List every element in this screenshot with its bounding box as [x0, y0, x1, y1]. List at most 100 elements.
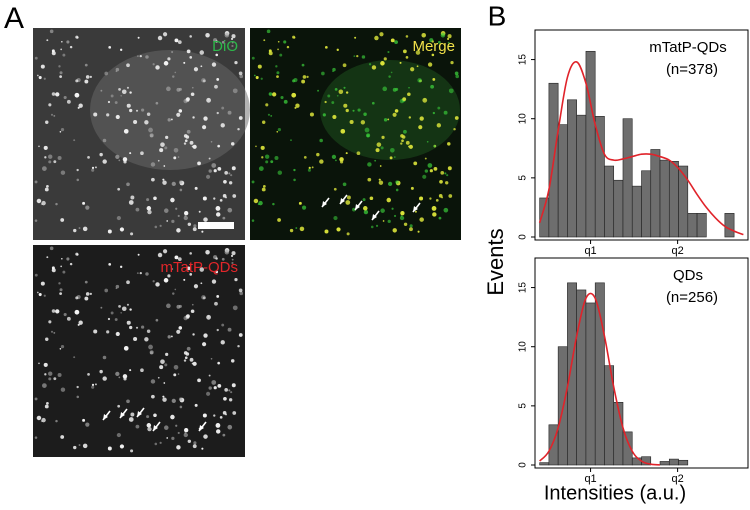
spot [146, 206, 152, 211]
spot [366, 133, 371, 138]
spot [116, 216, 121, 221]
spot [137, 253, 140, 256]
spot [198, 210, 201, 213]
spot [375, 148, 380, 153]
spot [258, 166, 264, 171]
spot [60, 48, 63, 51]
spot [215, 423, 221, 428]
spot [163, 382, 166, 384]
spot [364, 127, 370, 133]
spot [192, 144, 197, 149]
spot [277, 218, 281, 222]
spot [85, 422, 90, 427]
arrow-head [137, 411, 142, 417]
spot [239, 74, 244, 79]
spot [379, 32, 384, 37]
spot [184, 356, 188, 360]
bar [678, 165, 689, 238]
spot [283, 40, 287, 44]
x-axis-label: Intensities (a.u.) [544, 482, 686, 504]
spot [261, 120, 266, 124]
spot [40, 281, 45, 286]
spot [152, 63, 155, 66]
spot [448, 194, 453, 198]
spot [55, 202, 58, 206]
spot [361, 55, 366, 59]
spot [173, 373, 177, 377]
spot [51, 309, 56, 313]
spot [395, 87, 399, 91]
spot [42, 383, 47, 388]
spot [263, 39, 266, 42]
spot [219, 199, 223, 202]
spot [44, 156, 47, 159]
spot [293, 36, 296, 39]
spot [48, 103, 52, 107]
spot [221, 106, 225, 110]
spot [427, 163, 433, 168]
spot [177, 257, 182, 261]
spot [34, 56, 38, 60]
spot [118, 159, 121, 162]
spot [46, 184, 49, 188]
spot [431, 53, 435, 57]
spot [301, 63, 305, 67]
spot [66, 99, 71, 104]
spot [100, 306, 103, 309]
spot [126, 320, 131, 325]
spot [189, 56, 193, 59]
spot [59, 292, 63, 296]
spot [394, 40, 398, 44]
spot [216, 212, 221, 217]
spot [208, 169, 212, 173]
spot [222, 433, 226, 437]
spot [192, 227, 197, 232]
spot [176, 112, 181, 117]
spot [272, 202, 275, 206]
spot [108, 262, 112, 266]
spot [257, 64, 262, 69]
spot [376, 142, 382, 147]
spot [38, 362, 40, 365]
spot [324, 100, 327, 104]
spot [443, 110, 448, 115]
spot [264, 154, 270, 159]
spot [201, 230, 204, 233]
spot [178, 326, 183, 330]
spot [43, 294, 46, 297]
bar [604, 165, 615, 238]
spot [450, 60, 454, 65]
spot [380, 208, 385, 213]
spot [87, 156, 90, 159]
spot [332, 114, 337, 120]
spot [211, 279, 217, 284]
spot [60, 344, 65, 349]
spot [268, 92, 273, 96]
spot [95, 383, 97, 386]
spot [151, 177, 155, 182]
spot [145, 272, 149, 276]
annotation: (n=378) [666, 61, 718, 78]
spot [121, 89, 127, 95]
spot [129, 308, 132, 311]
spot [187, 439, 192, 443]
spot [76, 253, 79, 256]
spot [63, 312, 67, 317]
spot [200, 282, 203, 285]
spot [447, 41, 450, 44]
spot [155, 101, 159, 105]
spot [382, 86, 388, 92]
spot [164, 208, 169, 213]
spot [174, 38, 179, 43]
spot [46, 401, 49, 405]
spot [311, 166, 314, 169]
spot [418, 125, 423, 130]
bar [650, 149, 661, 238]
spot [107, 317, 111, 321]
spot [208, 374, 211, 377]
spot [48, 377, 52, 381]
spot [104, 71, 109, 76]
spot [224, 171, 229, 175]
spot [34, 219, 38, 222]
spot [191, 303, 194, 306]
